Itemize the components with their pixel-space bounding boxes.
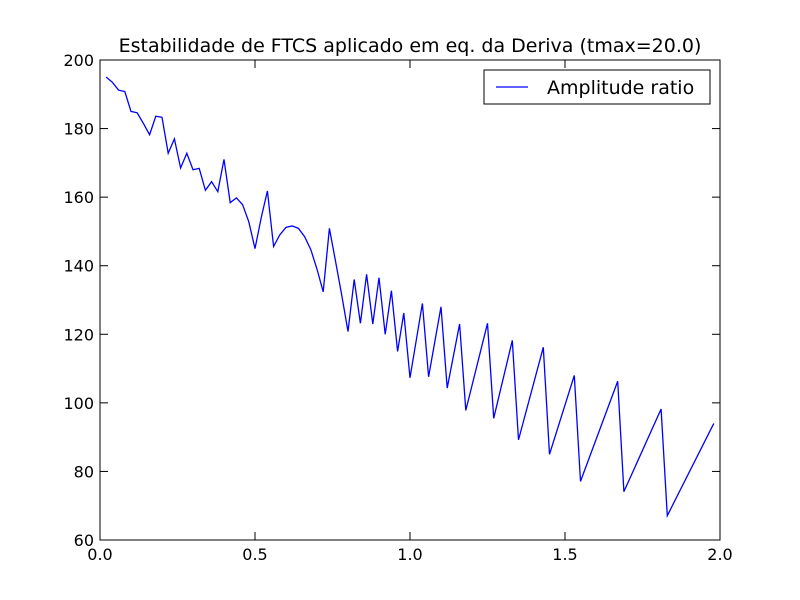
series-line-amplitude-ratio (105, 76, 715, 519)
y-tick-label: 80 (74, 462, 94, 481)
chart-title: Estabilidade de FTCS aplicado em eq. da … (119, 35, 702, 57)
y-tick-label: 180 (63, 120, 94, 139)
axis-tick-labels: 0.0 0.5 1.0 1.5 2.0 60 80 100 120 140 160 180 200 (63, 51, 732, 564)
x-tick-label: 2.0 (707, 545, 732, 564)
x-tick-label: 1.0 (397, 545, 422, 564)
plot-area (99, 59, 721, 541)
series-layer (105, 76, 715, 519)
y-tick-label: 120 (63, 325, 94, 344)
legend-label: Amplitude ratio (547, 77, 694, 99)
y-tick-label: 140 (63, 257, 94, 276)
legend: Amplitude ratio (483, 69, 711, 105)
axis-ticks (99, 59, 721, 541)
y-tick-label: 100 (63, 394, 94, 413)
x-tick-label: 0.5 (242, 545, 267, 564)
y-tick-label: 60 (74, 531, 94, 550)
x-tick-label: 1.5 (552, 545, 577, 564)
y-tick-label: 160 (63, 188, 94, 207)
y-tick-label: 200 (63, 51, 94, 70)
x-tick-label: 0.0 (87, 545, 112, 564)
